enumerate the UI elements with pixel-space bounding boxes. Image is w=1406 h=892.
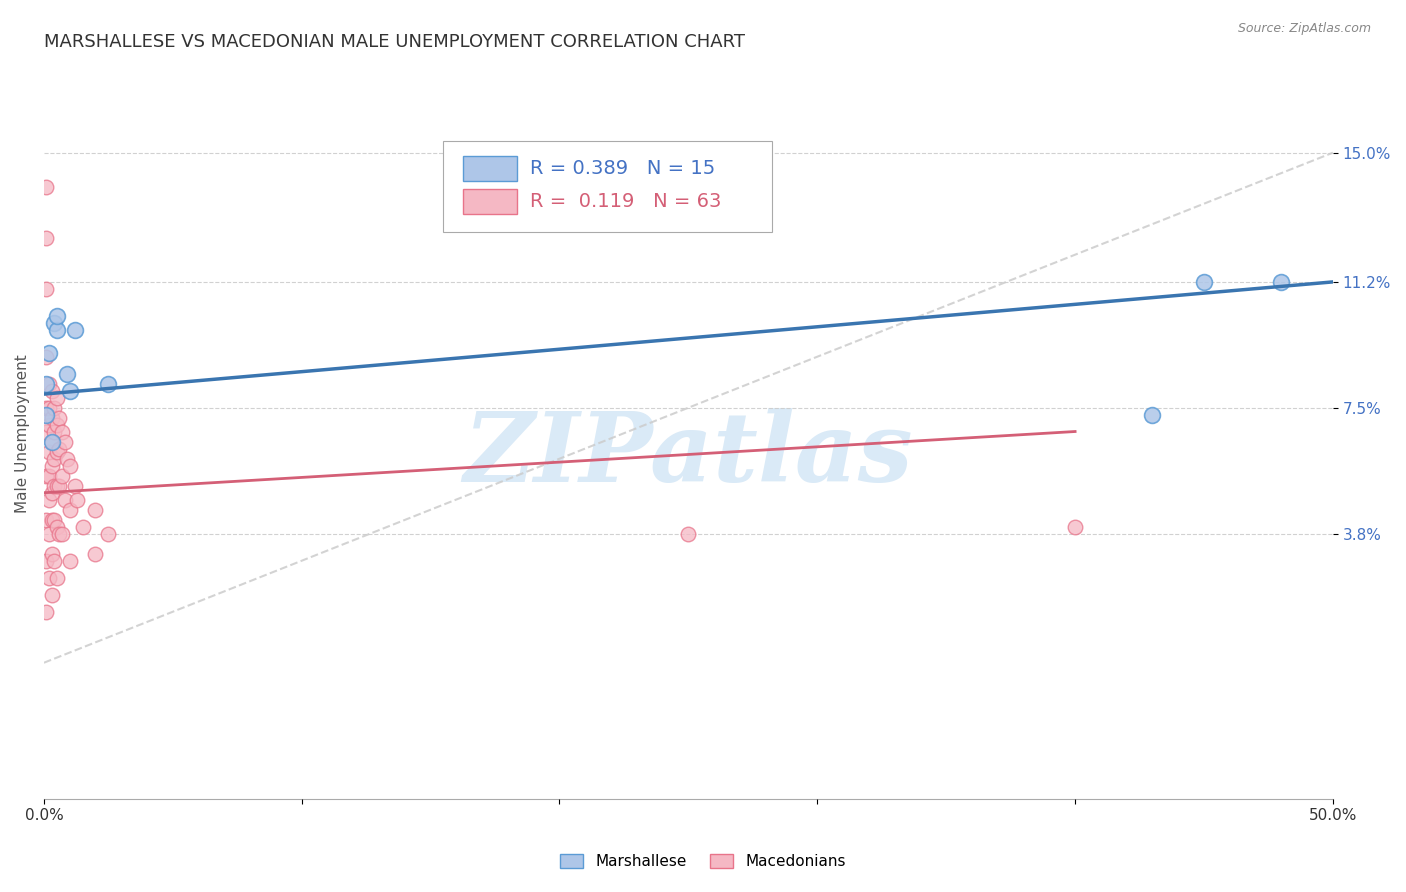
Point (44, 479, 66, 493)
Point (72, 520, 94, 534)
Point (59, 554, 82, 568)
Point (45, 309, 67, 323)
Text: R =  0.119   N = 63: R = 0.119 N = 63 (530, 192, 721, 211)
Point (38, 401, 60, 415)
Point (38, 346, 60, 360)
Point (35, 554, 58, 568)
Point (35, 179, 58, 194)
Point (41, 434, 63, 449)
Point (38, 571, 60, 585)
Point (97, 376, 120, 391)
Legend: Marshallese, Macedonians: Marshallese, Macedonians (554, 848, 852, 875)
Point (38, 376, 60, 391)
Point (35, 282, 58, 296)
Point (59, 458, 82, 473)
Point (45, 445, 67, 459)
Point (56, 451, 79, 466)
Point (678, 526, 700, 541)
Point (41, 547, 63, 561)
Point (44, 401, 66, 415)
Point (48, 442, 70, 456)
Point (38, 492, 60, 507)
Point (35, 350, 58, 364)
Point (35, 425, 58, 439)
Point (35, 230, 58, 244)
Point (53, 492, 76, 507)
Point (53, 434, 76, 449)
Point (41, 411, 63, 425)
Point (51, 526, 73, 541)
Point (45, 520, 67, 534)
Text: R = 0.389   N = 15: R = 0.389 N = 15 (530, 159, 716, 178)
Point (59, 384, 82, 398)
Point (41, 434, 63, 449)
Point (41, 485, 63, 500)
Point (51, 468, 73, 483)
Point (35, 376, 58, 391)
Point (97, 526, 120, 541)
Point (1142, 408, 1164, 422)
Text: MARSHALLESE VS MACEDONIAN MALE UNEMPLOYMENT CORRELATION CHART: MARSHALLESE VS MACEDONIAN MALE UNEMPLOYM… (44, 33, 745, 51)
Point (44, 451, 66, 466)
Point (1192, 275, 1215, 289)
Point (48, 479, 70, 493)
Point (84, 502, 107, 516)
Point (84, 547, 107, 561)
Point (44, 513, 66, 527)
Point (59, 502, 82, 516)
Point (44, 425, 66, 439)
Point (45, 479, 67, 493)
Text: Source: ZipAtlas.com: Source: ZipAtlas.com (1237, 22, 1371, 36)
Point (45, 571, 67, 585)
Point (44, 316, 66, 330)
Text: ZIPatlas: ZIPatlas (464, 409, 914, 502)
FancyBboxPatch shape (463, 156, 517, 181)
Point (1270, 275, 1292, 289)
Point (38, 417, 60, 432)
Point (45, 417, 67, 432)
Point (44, 554, 66, 568)
Point (51, 425, 73, 439)
Point (41, 588, 63, 602)
Point (63, 479, 86, 493)
Point (35, 408, 58, 422)
Point (35, 401, 58, 415)
Point (38, 526, 60, 541)
Point (41, 513, 63, 527)
Point (35, 605, 58, 619)
Point (1064, 520, 1087, 534)
Point (38, 445, 60, 459)
Point (63, 322, 86, 336)
Point (48, 526, 70, 541)
Y-axis label: Male Unemployment: Male Unemployment (15, 354, 30, 513)
FancyBboxPatch shape (443, 141, 772, 232)
Point (41, 384, 63, 398)
Point (41, 458, 63, 473)
Point (35, 468, 58, 483)
Point (66, 492, 89, 507)
Point (56, 367, 79, 381)
Point (38, 468, 60, 483)
Point (35, 513, 58, 527)
Point (48, 411, 70, 425)
Point (45, 322, 67, 336)
FancyBboxPatch shape (463, 189, 517, 214)
Point (45, 391, 67, 405)
